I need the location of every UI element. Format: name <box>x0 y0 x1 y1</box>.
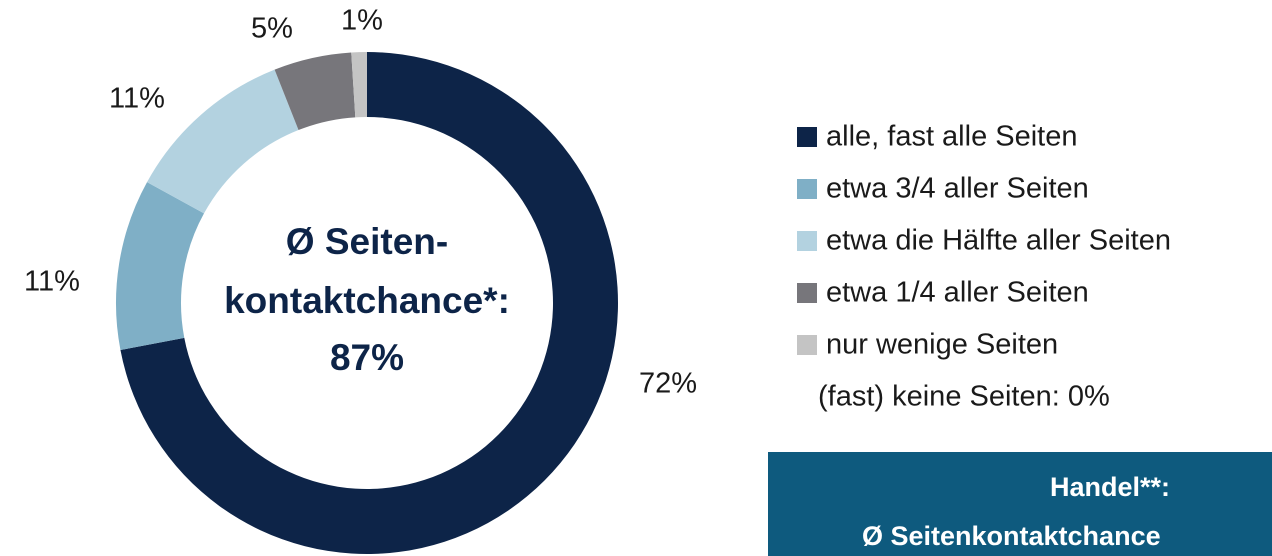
donut-segment <box>351 52 367 118</box>
summary-box <box>768 452 1272 556</box>
center-text: 87% <box>330 337 404 378</box>
legend-swatch <box>797 231 817 251</box>
legend-label: etwa 1/4 aller Seiten <box>826 277 1089 309</box>
data-label: 11% <box>109 83 165 115</box>
donut-segment <box>274 52 356 131</box>
legend-label: etwa die Hälfte aller Seiten <box>826 225 1171 257</box>
data-label: 1% <box>341 5 383 37</box>
legend-note: (fast) keine Seiten: 0% <box>818 381 1110 413</box>
legend-swatch <box>797 127 817 147</box>
data-label: 11% <box>24 266 80 298</box>
box-title: Handel**: <box>1050 472 1170 502</box>
legend-label: alle, fast alle Seiten <box>826 121 1077 153</box>
legend-swatch <box>797 283 817 303</box>
donut-segment <box>115 182 205 351</box>
center-text: kontaktchance*: <box>224 280 510 321</box>
box-text: Ø Seitenkontaktchance <box>862 521 1161 551</box>
legend-label: etwa 3/4 aller Seiten <box>826 173 1089 205</box>
legend-swatch <box>797 335 817 355</box>
legend-swatch <box>797 179 817 199</box>
donut-segment <box>147 69 299 214</box>
data-label: 5% <box>251 13 293 45</box>
center-text: Ø Seiten- <box>286 221 448 262</box>
legend-label: nur wenige Seiten <box>826 329 1058 361</box>
data-label: 72% <box>639 368 697 400</box>
